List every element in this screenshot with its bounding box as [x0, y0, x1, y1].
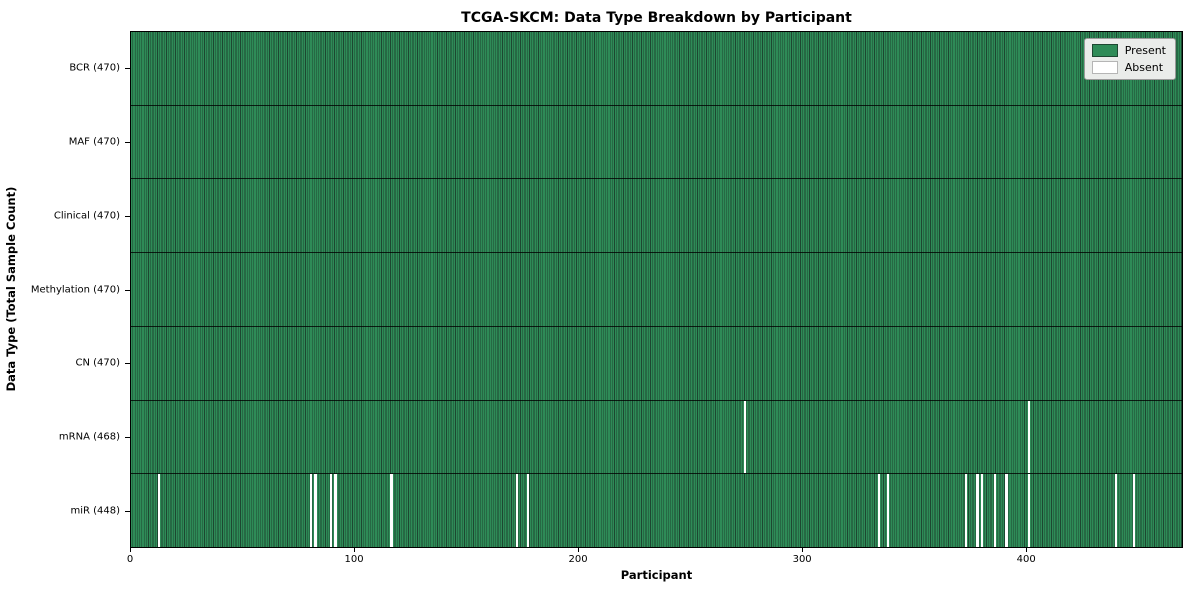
absent-cell	[965, 474, 968, 548]
xtick-mark	[578, 548, 580, 552]
row-bcr	[131, 32, 1182, 106]
row-maf	[131, 106, 1182, 180]
ytick-label-maf: MAF (470)	[68, 136, 120, 148]
x-axis-label: Participant	[620, 568, 693, 582]
ytick-label-clinical: Clinical (470)	[53, 210, 120, 222]
ytick-mark	[125, 141, 130, 143]
xtick-mark	[1026, 548, 1028, 552]
plot-area: Present Absent	[130, 31, 1183, 548]
row-cn	[131, 327, 1182, 401]
legend-entry-absent: Absent	[1091, 61, 1166, 74]
ytick-mark	[125, 289, 130, 291]
xtick-mark	[130, 548, 131, 552]
absent-swatch-icon	[1091, 61, 1118, 74]
absent-cell	[390, 474, 393, 548]
absent-cell	[980, 474, 983, 548]
ytick-label-methylation: Methylation (470)	[30, 284, 120, 295]
absent-cell	[1132, 474, 1136, 548]
heatmap-rows	[131, 32, 1182, 548]
legend: Present Absent	[1083, 38, 1176, 80]
ytick-mark	[125, 215, 130, 217]
absent-cell	[743, 400, 746, 474]
absent-cell	[877, 474, 881, 548]
xtick-label-0: 0	[126, 554, 134, 565]
absent-cell	[1027, 400, 1030, 474]
ytick-mark	[125, 437, 130, 439]
absent-cell	[1005, 474, 1008, 548]
ytick-label-cn: CN (470)	[75, 357, 120, 369]
xtick-label-100: 100	[344, 554, 364, 565]
absent-cell	[886, 474, 890, 548]
absent-cell	[1027, 474, 1030, 548]
ytick-label-mrna: mRNA (468)	[58, 431, 120, 443]
absent-cell	[330, 474, 333, 548]
absent-cell	[334, 474, 337, 548]
row-mrna	[131, 400, 1182, 475]
absent-cell	[314, 474, 317, 548]
ytick-label-bcr: BCR (470)	[69, 62, 120, 74]
xtick-label-300: 300	[792, 554, 812, 565]
present-swatch-icon	[1091, 44, 1118, 57]
ytick-mark	[125, 363, 130, 365]
ytick-mark	[125, 511, 130, 513]
row-mir	[131, 474, 1182, 548]
ytick-mark	[125, 67, 130, 69]
chart-title: TCGA-SKCM: Data Type Breakdown by Partic…	[461, 10, 852, 26]
absent-cell	[515, 474, 518, 548]
legend-entry-present: Present	[1091, 44, 1166, 57]
absent-cell	[994, 474, 997, 548]
absent-cell	[976, 474, 979, 548]
absent-cell	[526, 474, 530, 548]
xtick-label-400: 400	[1016, 554, 1036, 565]
xtick-mark	[802, 548, 804, 552]
row-methylation	[131, 253, 1182, 327]
ytick-label-mir: miR (448)	[70, 505, 120, 517]
row-clinical	[131, 179, 1182, 254]
legend-present-label: Present	[1124, 44, 1166, 57]
absent-cell	[157, 474, 161, 548]
absent-cell	[1114, 474, 1118, 548]
absent-cell	[309, 474, 313, 548]
legend-absent-label: Absent	[1124, 61, 1164, 74]
xtick-mark	[354, 548, 356, 552]
xtick-label-200: 200	[568, 554, 588, 565]
